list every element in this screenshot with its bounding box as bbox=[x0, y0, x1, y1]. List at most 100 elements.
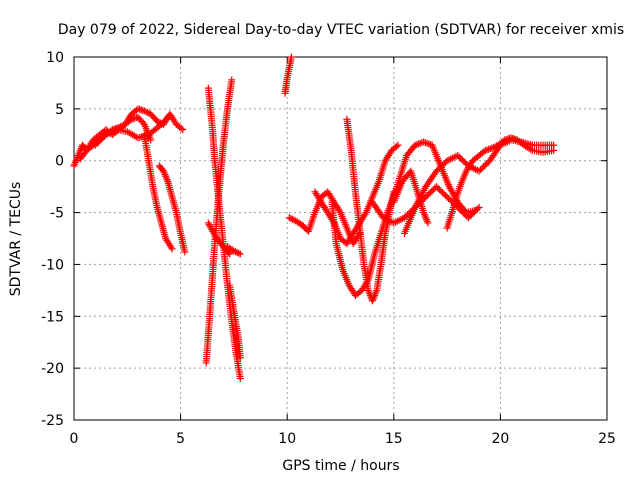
plot-frame bbox=[73, 56, 608, 421]
data-point bbox=[491, 143, 499, 151]
data-point bbox=[142, 108, 150, 116]
data-point bbox=[144, 108, 152, 116]
data-point bbox=[371, 292, 379, 300]
data-point bbox=[231, 248, 239, 256]
data-point bbox=[392, 142, 400, 150]
data-point bbox=[147, 136, 155, 144]
y-tick-label: -5 bbox=[50, 206, 64, 222]
data-point bbox=[426, 189, 434, 197]
data-point bbox=[435, 164, 443, 172]
data-point bbox=[206, 222, 214, 230]
data-point bbox=[140, 107, 148, 115]
data-point bbox=[421, 212, 429, 220]
data-point bbox=[458, 208, 466, 216]
data-point bbox=[440, 190, 448, 198]
y-tick-label: 10 bbox=[46, 50, 64, 66]
data-point bbox=[423, 139, 431, 147]
data-point bbox=[478, 164, 486, 172]
data-point bbox=[71, 160, 79, 168]
data-point bbox=[472, 206, 480, 214]
data-point bbox=[236, 354, 244, 362]
data-point bbox=[464, 214, 472, 222]
data-point bbox=[437, 187, 445, 195]
data-point bbox=[434, 184, 442, 192]
data-point bbox=[440, 160, 448, 168]
data-point bbox=[477, 166, 485, 174]
data-point bbox=[435, 186, 443, 194]
x-tick-label: 5 bbox=[176, 431, 185, 447]
data-point bbox=[167, 243, 175, 251]
data-point bbox=[483, 160, 491, 168]
data-point bbox=[285, 214, 293, 222]
chart-title: Day 079 of 2022, Sidereal Day-to-day VTE… bbox=[58, 22, 624, 38]
data-point bbox=[372, 288, 380, 296]
data-point bbox=[422, 193, 430, 201]
data-point bbox=[287, 215, 295, 223]
y-tick-label: 5 bbox=[55, 102, 64, 118]
data-point bbox=[432, 183, 440, 191]
data-point bbox=[162, 172, 170, 180]
data-point bbox=[236, 375, 244, 383]
data-point bbox=[422, 215, 430, 223]
x-axis-tick-labels: 0 5 10 15 20 25 bbox=[70, 431, 616, 447]
data-point bbox=[424, 219, 432, 227]
data-point bbox=[177, 124, 185, 132]
data-point bbox=[233, 249, 241, 257]
data-point bbox=[365, 288, 373, 296]
data-point bbox=[207, 224, 215, 232]
data-point bbox=[361, 210, 369, 218]
data-point bbox=[368, 297, 376, 305]
data-point bbox=[76, 146, 84, 154]
data-point bbox=[488, 144, 496, 152]
series-arc-4 bbox=[140, 131, 176, 253]
data-point bbox=[439, 189, 447, 197]
data-point bbox=[94, 138, 102, 146]
series-arc-11 bbox=[281, 53, 295, 97]
axes bbox=[73, 56, 608, 421]
data-point bbox=[371, 290, 379, 298]
data-point bbox=[420, 138, 428, 146]
data-point bbox=[162, 174, 170, 182]
data-point bbox=[370, 293, 378, 301]
data-point bbox=[443, 193, 451, 201]
data-point bbox=[91, 141, 99, 149]
x-tick-label: 20 bbox=[491, 431, 509, 447]
data-point bbox=[161, 171, 169, 179]
data-point bbox=[287, 53, 295, 61]
data-point bbox=[153, 117, 161, 125]
data-point bbox=[230, 247, 238, 255]
series-arc-19 bbox=[443, 134, 558, 232]
data-point bbox=[461, 211, 469, 219]
data-point bbox=[369, 295, 377, 303]
data-point bbox=[99, 134, 107, 142]
series-arc-10 bbox=[224, 243, 244, 258]
data-point bbox=[446, 196, 454, 204]
data-point bbox=[425, 190, 433, 198]
data-point bbox=[442, 192, 450, 200]
x-tick-label: 0 bbox=[70, 431, 79, 447]
y-tick-label: -10 bbox=[41, 257, 64, 273]
y-axis-label: SDTVAR / TECUs bbox=[8, 182, 24, 297]
data-point bbox=[460, 157, 468, 165]
y-tick-label: -15 bbox=[41, 309, 64, 325]
data-point bbox=[160, 167, 168, 175]
data-point bbox=[458, 156, 466, 164]
data-point bbox=[394, 141, 402, 149]
data-point bbox=[457, 154, 465, 162]
data-point bbox=[471, 208, 479, 216]
data-point bbox=[421, 139, 429, 147]
series-arc-15 bbox=[343, 115, 398, 305]
data-point bbox=[455, 153, 463, 161]
data-marks bbox=[70, 53, 558, 383]
data-point bbox=[461, 159, 469, 167]
data-point bbox=[480, 163, 488, 171]
data-point bbox=[71, 158, 79, 166]
data-point bbox=[466, 212, 474, 220]
data-point bbox=[179, 126, 187, 134]
data-point bbox=[434, 166, 442, 174]
data-point bbox=[429, 186, 437, 194]
data-point bbox=[474, 205, 482, 213]
data-point bbox=[205, 221, 213, 229]
data-point bbox=[164, 113, 172, 121]
